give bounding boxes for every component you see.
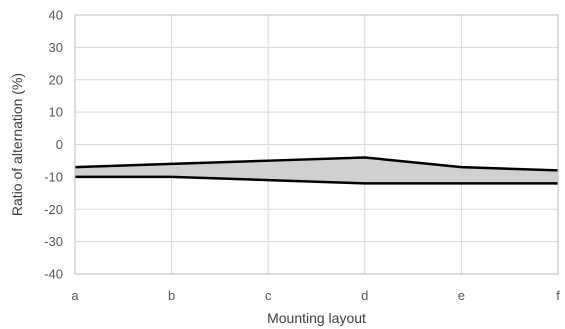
y-axis-label: Ratio of alternation (%) <box>9 73 25 216</box>
x-tick-label: a <box>71 288 79 303</box>
plot-frame <box>74 14 559 275</box>
x-tick-label: f <box>556 288 560 303</box>
x-tick-label: c <box>265 288 272 303</box>
upper-bound-line <box>74 156 559 172</box>
y-tick-label: 20 <box>49 72 63 87</box>
y-tick-label: -30 <box>44 234 63 249</box>
x-tick-label: e <box>458 288 465 303</box>
y-axis-ticks: 40 30 20 10 0 -10 -20 -30 -40 <box>44 8 63 282</box>
x-axis-label: Mounting layout <box>267 310 366 326</box>
y-tick-label: 0 <box>56 137 63 152</box>
x-tick-label: b <box>168 288 175 303</box>
y-tick-label: -10 <box>44 169 63 184</box>
y-tick-label: 10 <box>49 105 63 120</box>
x-axis-ticks: a b c d e f <box>71 288 560 303</box>
y-tick-label: -20 <box>44 202 63 217</box>
y-tick-label: 30 <box>49 40 63 55</box>
x-tick-label: d <box>361 288 368 303</box>
y-tick-label: -40 <box>44 267 63 282</box>
range-band <box>75 157 558 184</box>
lower-bound-line <box>75 175 558 185</box>
y-tick-label: 40 <box>49 8 63 23</box>
grid-layer <box>74 14 559 275</box>
